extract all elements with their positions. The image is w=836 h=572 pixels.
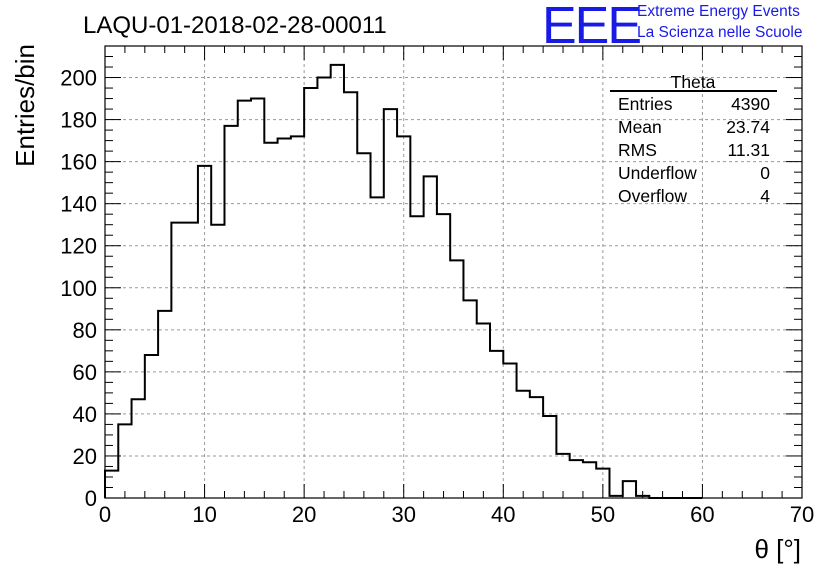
x-tick-label: 0: [99, 502, 111, 527]
stats-row-value: 23.74: [726, 117, 770, 137]
run-title: LAQU-01-2018-02-28-00011: [83, 12, 387, 39]
x-tick-label: 40: [491, 502, 515, 527]
eee-logo-letters: EEE: [542, 0, 642, 55]
x-tick-label: 70: [790, 502, 814, 527]
histogram-series-line: [104, 63, 703, 499]
y-axis-label: Entries/bin: [10, 44, 40, 167]
x-axis-label: θ [°]: [754, 534, 801, 564]
y-tick-label: 120: [60, 234, 97, 259]
x-tick-label: 30: [391, 502, 415, 527]
y-tick-label: 80: [73, 318, 97, 343]
axis-tick-labels: 0 10 20 30 40 50 60 700204060801001201401601802…: [60, 66, 814, 527]
stats-row-label: Mean: [618, 117, 662, 137]
y-tick-label: 0: [85, 486, 97, 511]
stats-box-name: Theta: [671, 72, 716, 92]
eee-logo-line1: Extreme Energy Events: [637, 3, 800, 20]
y-tick-label: 20: [73, 444, 97, 469]
stats-row-label: Overflow: [618, 186, 687, 206]
y-tick-label: 180: [60, 108, 97, 133]
stats-row-value: 0: [760, 163, 770, 183]
stats-row-value: 4: [760, 186, 770, 206]
stats-box: Theta Entries 4390 Mean 23.74 RMS 11.31 Underf…: [610, 72, 777, 206]
stats-rows: Entries 4390 Mean 23.74 RMS 11.31 Underflow 0 Ov…: [618, 94, 770, 206]
grid-lines: [105, 46, 802, 498]
x-tick-label: 10: [192, 502, 216, 527]
y-tick-label: 100: [60, 276, 97, 301]
y-tick-label: 200: [60, 66, 97, 91]
plot-frame: [104, 45, 803, 499]
axis-ticks: [104, 45, 803, 499]
stats-row-label: Underflow: [618, 163, 697, 183]
y-tick-label: 40: [73, 402, 97, 427]
y-tick-label: 160: [60, 150, 97, 175]
x-tick-label: 60: [690, 502, 714, 527]
stats-row-value: 4390: [731, 94, 770, 114]
y-tick-label: 140: [60, 192, 97, 217]
stats-row-value: 11.31: [728, 140, 771, 160]
stats-row-label: Entries: [618, 94, 673, 114]
stats-row-label: RMS: [618, 140, 657, 160]
eee-logo-line2: La Scienza nelle Scuole: [637, 24, 803, 41]
x-tick-label: 20: [292, 502, 316, 527]
y-tick-label: 60: [73, 360, 97, 385]
x-tick-label: 50: [591, 502, 615, 527]
